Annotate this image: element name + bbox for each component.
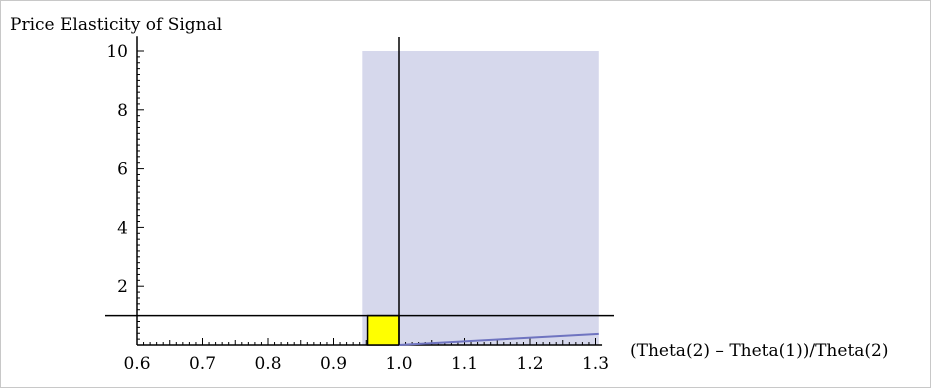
x-tick-label: 0.6	[123, 354, 150, 374]
x-tick-label: 0.7	[189, 354, 216, 374]
y-tick-label: 10	[106, 42, 128, 62]
y-axis-title: Price Elasticity of Signal	[10, 15, 222, 35]
x-axis-title: (Theta(2) – Theta(1))/Theta(2)	[630, 341, 889, 361]
y-tick-label: 4	[117, 218, 128, 238]
x-tick-label: 0.9	[320, 354, 347, 374]
x-tick-label: 1.2	[516, 354, 543, 374]
shaded-region	[362, 51, 599, 345]
y-tick-label: 8	[117, 101, 128, 121]
x-tick-label: 0.8	[254, 354, 281, 374]
highlight-box	[366, 314, 400, 346]
x-tick-label: 1.1	[451, 354, 478, 374]
series-line	[398, 332, 599, 346]
x-tick-label: 1.3	[582, 354, 609, 374]
y-tick-label: 2	[117, 277, 128, 297]
y-tick-label: 6	[117, 160, 128, 180]
x-tick-label: 1.0	[385, 354, 412, 374]
